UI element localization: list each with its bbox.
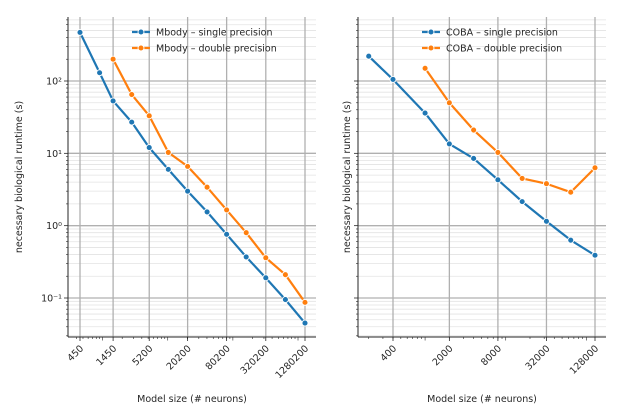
data-point bbox=[281, 296, 289, 304]
data-point bbox=[223, 206, 231, 214]
data-point bbox=[128, 91, 136, 98]
chart-panel-1: 10⁻¹ 10⁰ 10¹ 10² 450 1450 5200 20200 80200 320200… bbox=[14, 17, 316, 405]
data-point bbox=[164, 148, 172, 156]
data-point bbox=[445, 99, 453, 107]
series-group bbox=[365, 52, 599, 259]
y-axis-title: necessary biological runtime (s) bbox=[342, 101, 353, 253]
chart-panel-2: 400 2000 8000 32000 128000 Model size (# neur… bbox=[342, 17, 606, 405]
legend-marker bbox=[427, 28, 435, 36]
data-point bbox=[301, 319, 309, 327]
minor-gridlines bbox=[68, 19, 316, 337]
data-point bbox=[494, 176, 502, 184]
data-point bbox=[203, 183, 211, 191]
legend-label: Mbody – single precision bbox=[156, 28, 272, 39]
series-line-2 bbox=[424, 67, 596, 194]
data-point bbox=[543, 180, 550, 188]
data-point bbox=[421, 64, 429, 72]
data-point bbox=[445, 140, 453, 148]
data-point bbox=[470, 154, 478, 162]
data-point bbox=[242, 229, 250, 237]
data-point bbox=[470, 126, 478, 134]
y-tick-label: 10¹ bbox=[46, 149, 62, 160]
minor-gridlines bbox=[358, 19, 606, 337]
legend-label: Mbody – double precision bbox=[156, 44, 277, 55]
data-point bbox=[262, 274, 270, 282]
x-tick-label: 20200 bbox=[165, 343, 194, 372]
data-point bbox=[567, 188, 575, 196]
x-axis-title: Model size (# neurons) bbox=[427, 394, 537, 405]
data-point bbox=[184, 162, 192, 170]
major-gridlines bbox=[358, 17, 606, 337]
data-point bbox=[543, 217, 550, 225]
data-point bbox=[109, 55, 117, 63]
y-axis-title: necessary biological runtime (s) bbox=[14, 101, 25, 253]
legend: COBA – single precision COBA – double pre… bbox=[422, 28, 562, 55]
legend: Mbody – single precision Mbody – double p… bbox=[132, 28, 277, 55]
data-point bbox=[421, 109, 429, 117]
data-point bbox=[145, 144, 153, 152]
series-group bbox=[76, 28, 309, 327]
data-point bbox=[242, 253, 250, 261]
y-tick-label: 10⁰ bbox=[46, 221, 62, 232]
data-point bbox=[518, 198, 526, 206]
data-point bbox=[128, 118, 136, 126]
data-point bbox=[223, 230, 231, 238]
series-line-2 bbox=[112, 58, 306, 304]
x-tick-label: 80200 bbox=[204, 343, 233, 372]
legend-label: COBA – double precision bbox=[446, 44, 562, 55]
x-tick-label: 32000 bbox=[523, 343, 552, 372]
y-tick-label: 10⁻¹ bbox=[41, 294, 62, 305]
x-tick-label: 320200 bbox=[238, 343, 271, 376]
major-gridlines bbox=[68, 17, 316, 337]
x-tick-label: 5200 bbox=[130, 343, 155, 368]
data-point bbox=[76, 28, 84, 36]
data-point bbox=[184, 187, 192, 195]
x-axis-title: Model size (# neurons) bbox=[137, 394, 247, 405]
data-point bbox=[145, 112, 153, 120]
y-tick-label: 10² bbox=[46, 77, 62, 88]
legend-marker bbox=[137, 44, 145, 52]
data-point bbox=[301, 298, 309, 306]
x-tick-label: 1280200 bbox=[273, 343, 311, 381]
data-point bbox=[281, 271, 289, 279]
data-point bbox=[109, 97, 117, 105]
series-line-1 bbox=[367, 55, 596, 257]
data-point bbox=[203, 208, 211, 216]
data-point bbox=[96, 69, 104, 77]
data-point bbox=[164, 165, 172, 173]
x-tick-label: 1450 bbox=[94, 343, 119, 368]
data-point bbox=[591, 251, 599, 259]
x-tick-label: 2000 bbox=[431, 343, 456, 368]
data-point bbox=[567, 236, 575, 244]
x-tick-label: 400 bbox=[379, 343, 400, 364]
data-point bbox=[389, 76, 397, 83]
x-tick-label: 128000 bbox=[568, 343, 601, 376]
x-tick-label: 450 bbox=[66, 343, 87, 364]
data-point bbox=[518, 174, 526, 182]
x-tick-label: 8000 bbox=[479, 343, 504, 368]
data-point bbox=[591, 164, 599, 172]
legend-label: COBA – single precision bbox=[446, 28, 558, 39]
legend-marker bbox=[427, 44, 435, 52]
data-point bbox=[365, 52, 373, 60]
legend-marker bbox=[137, 28, 145, 36]
data-point bbox=[494, 148, 502, 156]
data-point bbox=[262, 254, 270, 262]
